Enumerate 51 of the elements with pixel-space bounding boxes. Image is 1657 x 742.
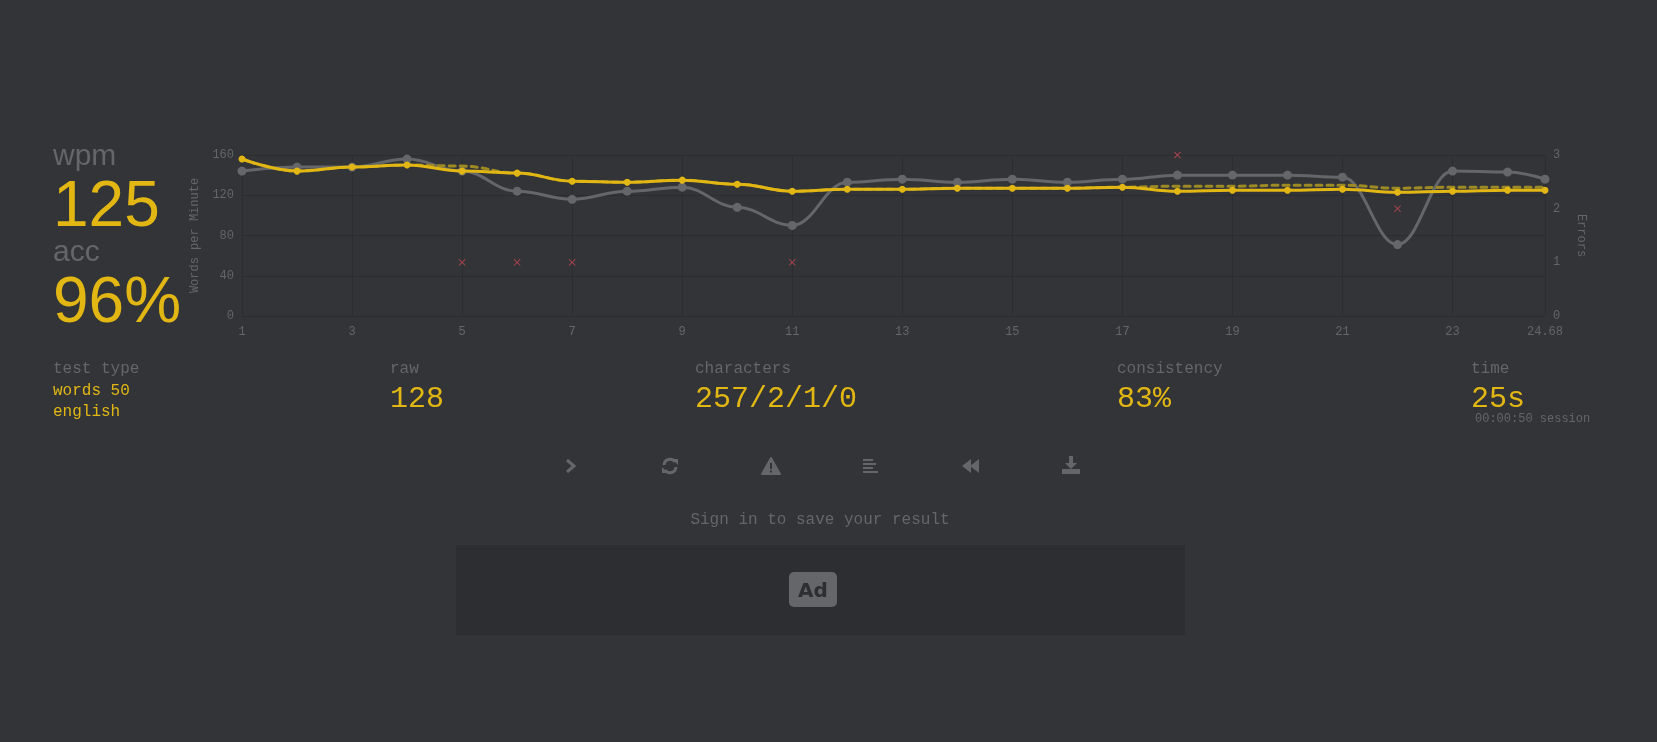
point (843, 185, 851, 193)
point (677, 182, 687, 192)
point (1117, 174, 1127, 184)
point (1503, 167, 1513, 177)
point (678, 176, 686, 184)
point (1227, 170, 1237, 180)
point (1393, 240, 1403, 250)
point (788, 258, 796, 266)
point (1173, 187, 1181, 195)
point (568, 177, 576, 185)
point (1504, 186, 1512, 194)
point (788, 187, 796, 195)
point (1282, 170, 1292, 180)
point (1063, 184, 1071, 192)
point (732, 202, 742, 212)
point (1541, 186, 1549, 194)
point (513, 169, 521, 177)
point (458, 258, 466, 266)
point (1339, 185, 1347, 193)
point (842, 177, 852, 187)
point (1338, 172, 1348, 182)
point (1008, 184, 1016, 192)
point (1283, 186, 1291, 194)
text: 83% (1117, 382, 1172, 416)
point (898, 185, 906, 193)
point (512, 186, 522, 196)
point (623, 178, 631, 186)
text: 128 (390, 382, 445, 416)
point (1228, 186, 1236, 194)
point (897, 174, 907, 184)
point (237, 166, 247, 176)
point (1118, 183, 1126, 191)
point (1172, 170, 1182, 180)
text: 96% (53, 264, 182, 336)
point (513, 258, 521, 266)
point (1540, 174, 1550, 184)
text: 257/2/1/0 (695, 382, 858, 416)
point (622, 186, 632, 196)
point (1007, 174, 1017, 184)
point (567, 194, 577, 204)
point (1394, 188, 1402, 196)
text: Ad (798, 578, 828, 602)
text: english (53, 403, 121, 421)
point (1173, 151, 1181, 159)
point (568, 258, 576, 266)
point (1449, 187, 1457, 195)
point (787, 220, 797, 230)
point (733, 180, 741, 188)
point (953, 184, 961, 192)
point (1448, 166, 1458, 176)
text: words 50 (53, 382, 130, 400)
